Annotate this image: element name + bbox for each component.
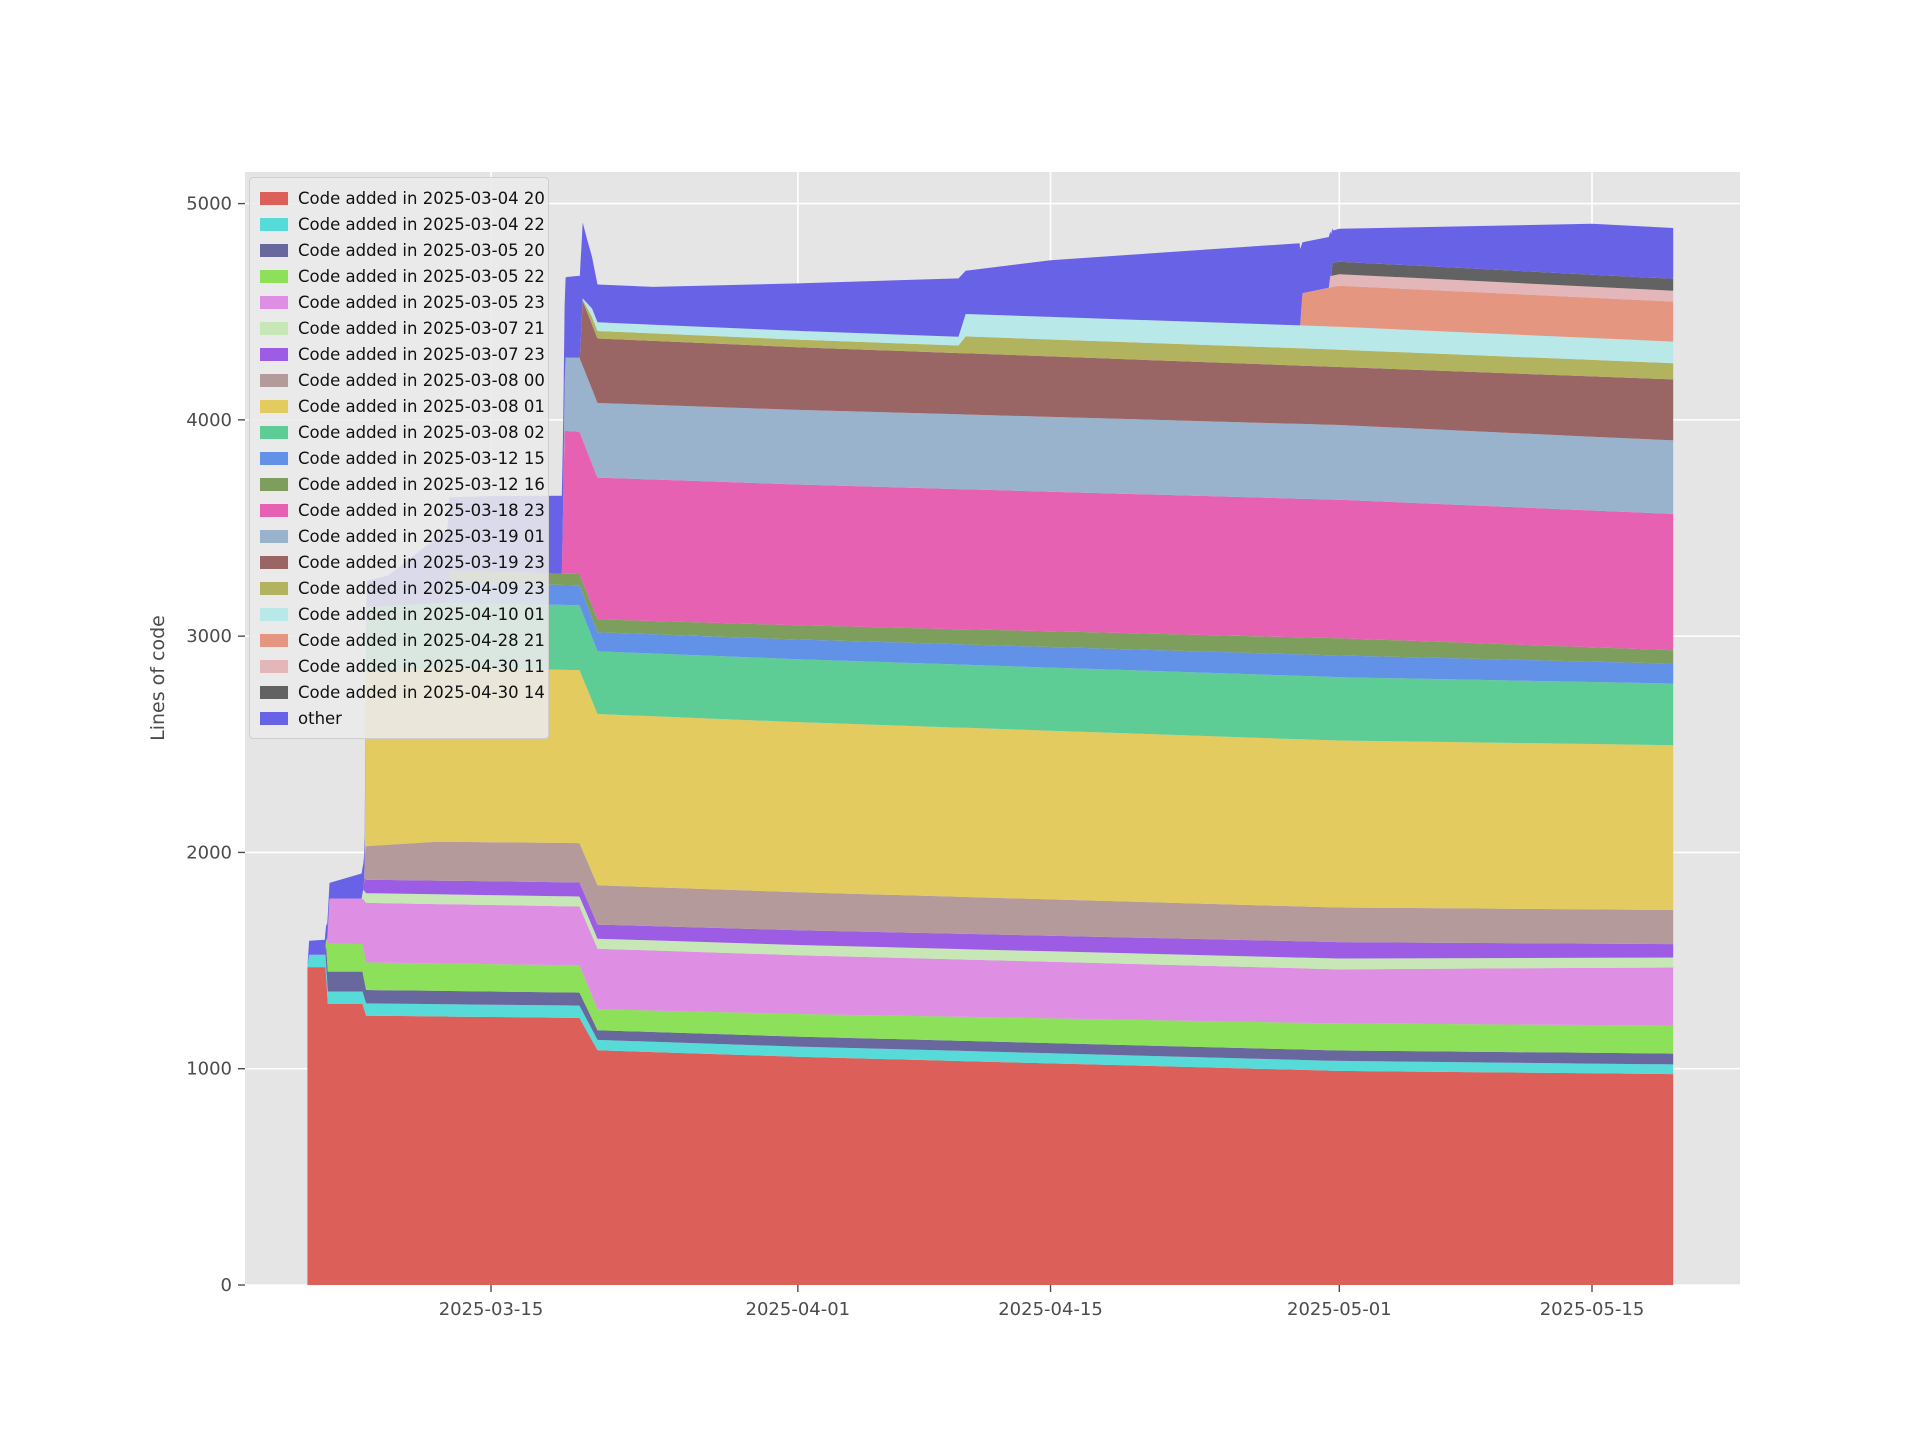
legend-swatch <box>260 399 288 413</box>
legend-swatch <box>260 373 288 387</box>
legend-item: Code added in 2025-03-07 23 <box>260 341 545 367</box>
legend-label: Code added in 2025-03-12 15 <box>298 448 545 468</box>
legend-swatch <box>260 425 288 439</box>
legend-item: other <box>260 705 540 731</box>
area-series <box>307 967 1674 1285</box>
legend-label: Code added in 2025-03-05 22 <box>298 266 545 286</box>
legend-swatch <box>260 607 288 621</box>
legend-swatch <box>260 243 288 257</box>
area-series <box>307 603 1674 968</box>
legend-label: Code added in 2025-04-09 23 <box>298 578 545 598</box>
y-tick-label: 1000 <box>186 1059 232 1080</box>
y-tick-label: 2000 <box>186 842 232 863</box>
legend-item: Code added in 2025-03-07 21 <box>260 315 545 341</box>
legend-swatch <box>260 685 288 699</box>
legend-item: Code added in 2025-03-12 16 <box>260 471 545 497</box>
area-series <box>307 898 1674 1026</box>
legend: Code added in 2025-03-04 20 Code added in… <box>249 177 549 739</box>
legend-label: Code added in 2025-03-08 00 <box>298 370 545 390</box>
legend-label: Code added in 2025-03-08 01 <box>298 396 545 416</box>
area-series <box>307 938 1674 1054</box>
legend-item: Code added in 2025-03-05 22 <box>260 263 545 289</box>
area-series <box>307 954 1674 1075</box>
legend-item: Code added in 2025-03-18 23 <box>260 497 545 523</box>
y-tick-label: 0 <box>221 1275 232 1296</box>
legend-swatch <box>260 503 288 517</box>
legend-label: Code added in 2025-03-07 23 <box>298 344 545 364</box>
legend-swatch <box>260 347 288 361</box>
legend-swatch <box>260 295 288 309</box>
x-tick-label: 2025-04-15 <box>998 1299 1103 1320</box>
legend-label: Code added in 2025-03-04 22 <box>298 214 545 234</box>
area-series <box>307 668 1674 968</box>
legend-item: Code added in 2025-03-05 23 <box>260 289 545 315</box>
legend-label: Code added in 2025-03-12 16 <box>298 474 545 494</box>
legend-swatch <box>260 581 288 595</box>
legend-swatch <box>260 711 288 725</box>
legend-item: Code added in 2025-03-12 15 <box>260 445 545 471</box>
legend-item: Code added in 2025-03-19 23 <box>260 549 545 575</box>
legend-item: Code added in 2025-04-30 11 <box>260 653 545 679</box>
legend-swatch <box>260 633 288 647</box>
legend-item: Code added in 2025-03-04 20 <box>260 185 545 211</box>
y-tick-label: 3000 <box>186 626 232 647</box>
area-series <box>307 945 1674 1065</box>
legend-label: Code added in 2025-03-19 01 <box>298 526 545 546</box>
legend-item: Code added in 2025-04-09 23 <box>260 575 545 601</box>
x-tick-label: 2025-05-15 <box>1540 1299 1645 1320</box>
legend-item: Code added in 2025-03-08 02 <box>260 419 545 445</box>
legend-label: Code added in 2025-04-10 01 <box>298 604 545 624</box>
area-series <box>307 582 1674 968</box>
legend-item: Code added in 2025-04-30 14 <box>260 679 545 705</box>
area-series <box>307 878 1674 968</box>
legend-label: Code added in 2025-03-07 21 <box>298 318 545 338</box>
legend-label: other <box>298 708 342 728</box>
area-series <box>307 430 1674 968</box>
legend-swatch <box>260 529 288 543</box>
area-series <box>307 889 1674 970</box>
legend-label: Code added in 2025-03-05 20 <box>298 240 545 260</box>
legend-item: Code added in 2025-03-08 01 <box>260 393 545 419</box>
legend-label: Code added in 2025-03-08 02 <box>298 422 545 442</box>
legend-item: Code added in 2025-03-04 22 <box>260 211 545 237</box>
area-series <box>307 357 1674 968</box>
y-tick-label: 4000 <box>186 410 232 431</box>
legend-swatch <box>260 451 288 465</box>
legend-label: Code added in 2025-03-18 23 <box>298 500 545 520</box>
y-tick-label: 5000 <box>186 194 232 215</box>
legend-item: Code added in 2025-04-10 01 <box>260 601 545 627</box>
legend-swatch <box>260 659 288 673</box>
y-axis-label: Lines of code <box>147 615 169 741</box>
legend-swatch <box>260 321 288 335</box>
legend-item: Code added in 2025-03-08 00 <box>260 367 545 393</box>
x-tick-label: 2025-04-01 <box>746 1299 851 1320</box>
area-series <box>307 299 1674 968</box>
legend-item: Code added in 2025-03-05 20 <box>260 237 545 263</box>
legend-label: Code added in 2025-04-30 11 <box>298 656 545 676</box>
area-series <box>307 841 1674 968</box>
legend-swatch <box>260 555 288 569</box>
legend-item: Code added in 2025-03-19 01 <box>260 523 545 549</box>
legend-label: Code added in 2025-03-05 23 <box>298 292 545 312</box>
legend-swatch <box>260 269 288 283</box>
legend-label: Code added in 2025-04-30 14 <box>298 682 545 702</box>
legend-label: Code added in 2025-03-19 23 <box>298 552 545 572</box>
legend-swatch <box>260 191 288 205</box>
x-tick-label: 2025-03-15 <box>439 1299 544 1320</box>
legend-label: Code added in 2025-04-28 21 <box>298 630 545 650</box>
legend-swatch <box>260 217 288 231</box>
legend-item: Code added in 2025-04-28 21 <box>260 627 545 653</box>
legend-swatch <box>260 477 288 491</box>
legend-label: Code added in 2025-03-04 20 <box>298 188 545 208</box>
x-tick-label: 2025-05-01 <box>1287 1299 1392 1320</box>
